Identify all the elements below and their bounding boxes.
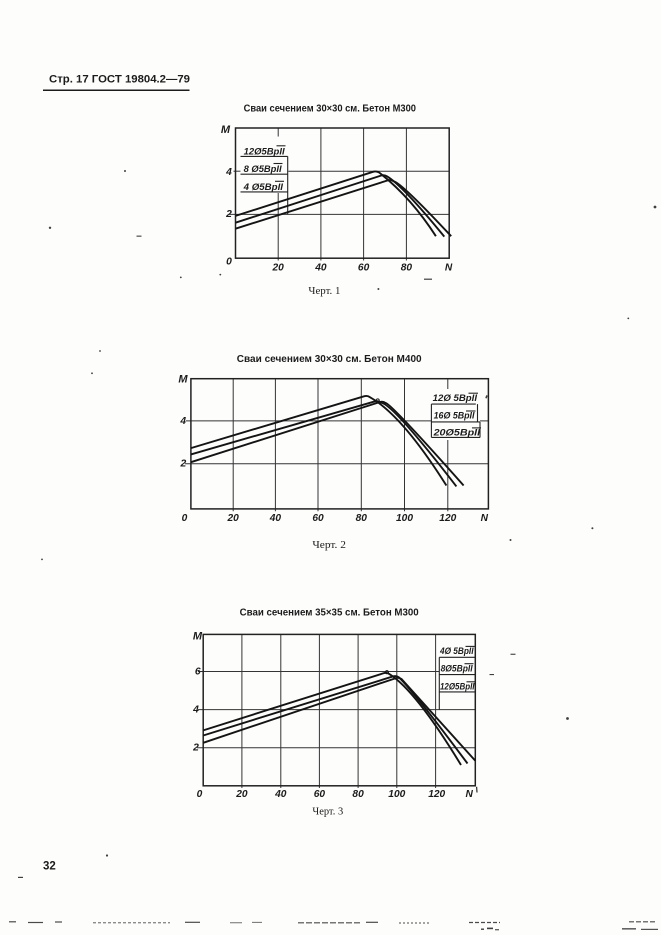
svg-text:60: 60 — [314, 789, 326, 800]
svg-text:4Ø 5ВрII: 4Ø 5ВрII — [439, 646, 474, 657]
svg-text:80: 80 — [401, 263, 413, 274]
svg-text:4: 4 — [225, 167, 232, 178]
svg-text:80: 80 — [352, 789, 364, 800]
svg-text:2: 2 — [225, 209, 232, 220]
svg-text:60: 60 — [312, 513, 324, 524]
svg-text:16Ø 5ВрII: 16Ø 5ВрII — [434, 411, 475, 422]
svg-text:100: 100 — [396, 513, 413, 524]
svg-text:Сваи сечением 35×35 см. Бетон: Сваи сечением 35×35 см. Бетон М300 — [240, 607, 419, 619]
svg-text:Сваи сечением 30×30 см. Бетон: Сваи сечением 30×30 см. Бетон М300 — [244, 103, 417, 115]
svg-text:4: 4 — [192, 705, 199, 716]
svg-text:N: N — [445, 263, 453, 274]
svg-text:8 Ø5ВрII: 8 Ø5ВрII — [244, 164, 282, 175]
svg-text:М: М — [221, 124, 231, 136]
svg-text:8Ø5ВрII: 8Ø5ВрII — [441, 663, 473, 674]
svg-text:120: 120 — [428, 789, 445, 800]
svg-text:0: 0 — [182, 513, 188, 524]
svg-text:4 Ø5ВрII: 4 Ø5ВрII — [243, 182, 284, 193]
svg-text:12Ø 5ВрII: 12Ø 5ВрII — [433, 393, 478, 404]
svg-text:N: N — [481, 513, 489, 524]
svg-text:Черт. 1: Черт. 1 — [308, 286, 340, 297]
svg-text:М: М — [178, 374, 188, 386]
svg-text:40: 40 — [314, 263, 327, 274]
svg-text:40: 40 — [274, 789, 287, 800]
svg-text:100: 100 — [388, 789, 405, 800]
svg-text:20: 20 — [235, 789, 248, 800]
svg-text:32: 32 — [43, 861, 56, 873]
svg-text:40: 40 — [269, 513, 282, 524]
svg-text:12Ø5ВрII: 12Ø5ВрII — [440, 681, 475, 692]
svg-text:120: 120 — [439, 513, 456, 524]
svg-text:6: 6 — [195, 667, 201, 678]
svg-text:Стр. 17 ГОСТ 19804.2—79: Стр. 17 ГОСТ 19804.2—79 — [49, 74, 190, 86]
svg-text:0: 0 — [226, 257, 232, 268]
svg-text:20: 20 — [272, 263, 285, 274]
svg-text:60: 60 — [358, 263, 370, 274]
svg-text:4: 4 — [179, 416, 186, 427]
svg-text:20Ø5ВрII: 20Ø5ВрII — [432, 428, 480, 439]
svg-text:N: N — [466, 789, 474, 800]
svg-text:2: 2 — [192, 743, 199, 754]
svg-text:80: 80 — [356, 513, 368, 524]
svg-text:0: 0 — [197, 789, 203, 800]
svg-text:Сваи сечением 30×30 см. Бетон: Сваи сечением 30×30 см. Бетон М400 — [237, 353, 422, 365]
svg-text:2: 2 — [180, 459, 187, 470]
svg-text:Черт. 2: Черт. 2 — [312, 540, 346, 551]
svg-text:М: М — [193, 631, 203, 643]
svg-text:12Ø5ВрII: 12Ø5ВрII — [244, 146, 285, 157]
svg-text:Черт. 3: Черт. 3 — [312, 807, 343, 818]
svg-text:20: 20 — [227, 513, 240, 524]
